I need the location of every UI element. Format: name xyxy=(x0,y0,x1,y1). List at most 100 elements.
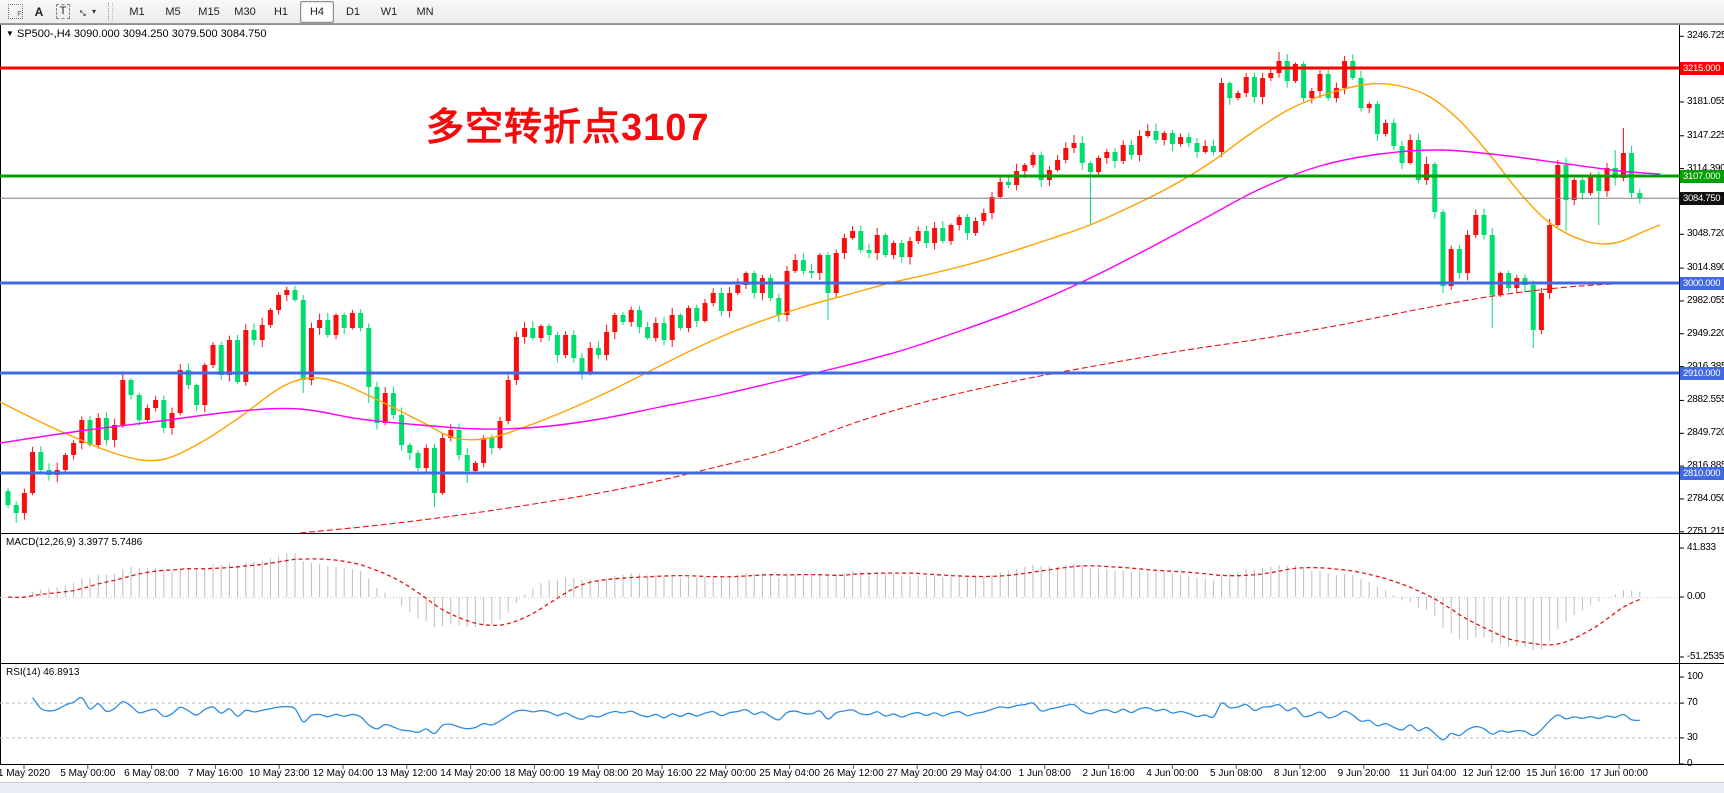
candle-body xyxy=(1596,176,1602,191)
price-tick-label: 2849.720 xyxy=(1687,427,1724,439)
candle-body xyxy=(1489,235,1495,295)
candle-body xyxy=(932,228,938,243)
tf-button-H4[interactable]: H4 xyxy=(300,0,334,23)
candle-body xyxy=(1612,168,1618,178)
tf-button-MN[interactable]: MN xyxy=(416,5,434,18)
candle-body xyxy=(1383,123,1389,134)
rsi-indicator-label: RSI(14) 46.8913 xyxy=(6,667,80,678)
time-label: 8 Jun 12:00 xyxy=(1273,768,1327,779)
tf-button-M15[interactable]: M15 xyxy=(198,5,220,18)
collapse-triangle-icon[interactable]: ▼ xyxy=(6,29,14,38)
time-label: 20 May 16:00 xyxy=(631,768,693,779)
price-badge-3215.000: 3215.000 xyxy=(1680,61,1724,75)
candle-body xyxy=(1563,165,1569,200)
price-tick-label: 2751.215 xyxy=(1687,525,1724,537)
candle-body xyxy=(120,380,126,425)
candle-body xyxy=(530,328,536,338)
candle-body xyxy=(1456,249,1462,273)
candle-body xyxy=(103,418,109,440)
candle-body xyxy=(1243,77,1249,93)
candle-body xyxy=(513,337,519,380)
candle-body xyxy=(612,315,618,332)
candle-body xyxy=(341,315,347,328)
candle-body xyxy=(956,217,962,225)
tf-button-D1[interactable]: D1 xyxy=(345,5,361,18)
candle-body xyxy=(1342,61,1348,88)
candle-body xyxy=(440,438,446,493)
candle-body xyxy=(973,221,979,233)
candle-body xyxy=(858,231,864,250)
tf-button-M1[interactable]: M1 xyxy=(129,5,145,18)
candle-body xyxy=(743,273,749,285)
candle-body xyxy=(571,335,577,358)
candle-body xyxy=(30,452,36,493)
tf-button-M30[interactable]: M30 xyxy=(234,5,256,18)
toolbar-separator xyxy=(108,2,113,21)
candle-body xyxy=(1227,83,1233,98)
candle-body xyxy=(1005,182,1011,185)
candle-body xyxy=(243,330,249,382)
candle-body xyxy=(62,455,68,470)
candle-body xyxy=(358,313,364,328)
candle-body xyxy=(1374,104,1380,134)
time-label: 15 Jun 16:00 xyxy=(1526,768,1585,779)
candle-body xyxy=(718,293,724,311)
candle-body xyxy=(390,393,396,415)
candle-body xyxy=(259,325,265,340)
time-label: 22 May 00:00 xyxy=(695,768,757,779)
candle-body xyxy=(1317,74,1323,91)
price-tick-label: 3014.890 xyxy=(1687,262,1724,274)
candle-body xyxy=(587,348,593,373)
candle-body xyxy=(809,271,815,273)
candle-body xyxy=(1292,64,1298,81)
candle-body xyxy=(349,313,355,328)
candle-body xyxy=(456,430,462,455)
candle-body xyxy=(981,213,987,221)
candle-body xyxy=(964,217,970,233)
candle-body xyxy=(1014,171,1020,185)
time-label: 11 Jun 04:00 xyxy=(1399,768,1457,779)
candle-body xyxy=(595,348,601,355)
candle-body xyxy=(1604,168,1610,191)
time-label: 13 May 12:00 xyxy=(376,768,438,779)
candle-body xyxy=(161,400,167,428)
chevron-down-icon: ▾ xyxy=(91,7,96,16)
candle-body xyxy=(5,491,11,505)
candle-body xyxy=(1219,83,1225,152)
candle-body xyxy=(538,326,544,338)
tf-button-W1[interactable]: W1 xyxy=(380,5,398,18)
candle-body xyxy=(669,315,675,340)
time-label: 5 Jun 08:00 xyxy=(1210,768,1263,779)
price-tick-label: 3114.390 xyxy=(1687,162,1724,174)
price-tick-label: 3246.725 xyxy=(1687,30,1724,42)
text-object-icon[interactable]: T xyxy=(52,2,74,22)
status-strip xyxy=(0,782,1724,793)
ma-mid-magenta xyxy=(0,149,1661,444)
candle-body xyxy=(1481,215,1487,235)
candle-body xyxy=(915,231,921,241)
rsi-tick-label: 30 xyxy=(1687,731,1698,743)
macd-tick-label: 41.833 xyxy=(1687,542,1716,554)
time-label: 18 May 00:00 xyxy=(504,768,565,779)
candle-body xyxy=(1145,131,1151,136)
diagonal-arrows-icon[interactable]: ↔ ▾ xyxy=(74,1,96,22)
candle-body xyxy=(112,425,118,440)
rsi-line xyxy=(32,696,1640,741)
candle-body xyxy=(776,298,782,315)
tf-button-H1[interactable]: H1 xyxy=(273,5,289,18)
chart-text-annotation[interactable]: 多空转折点3107 xyxy=(426,107,710,149)
letter-a-icon[interactable]: A xyxy=(34,4,44,19)
toolbar: F A T ↔ ▾ M1 M5 M15 M30 H1 H4 D1 W1 MN xyxy=(0,0,1724,24)
candle-body xyxy=(251,330,257,340)
candle-body xyxy=(308,328,314,380)
tf-button-M5[interactable]: M5 xyxy=(165,5,181,18)
price-badge-2810.000: 2810.000 xyxy=(1680,466,1724,480)
price-tick-label: 2784.050 xyxy=(1687,492,1724,504)
candle-body xyxy=(661,323,667,340)
candle-body xyxy=(874,235,880,253)
candle-body xyxy=(948,225,954,241)
candle-body xyxy=(481,438,487,463)
candle-body xyxy=(1571,180,1577,200)
grid-f-icon[interactable]: F xyxy=(4,2,26,22)
